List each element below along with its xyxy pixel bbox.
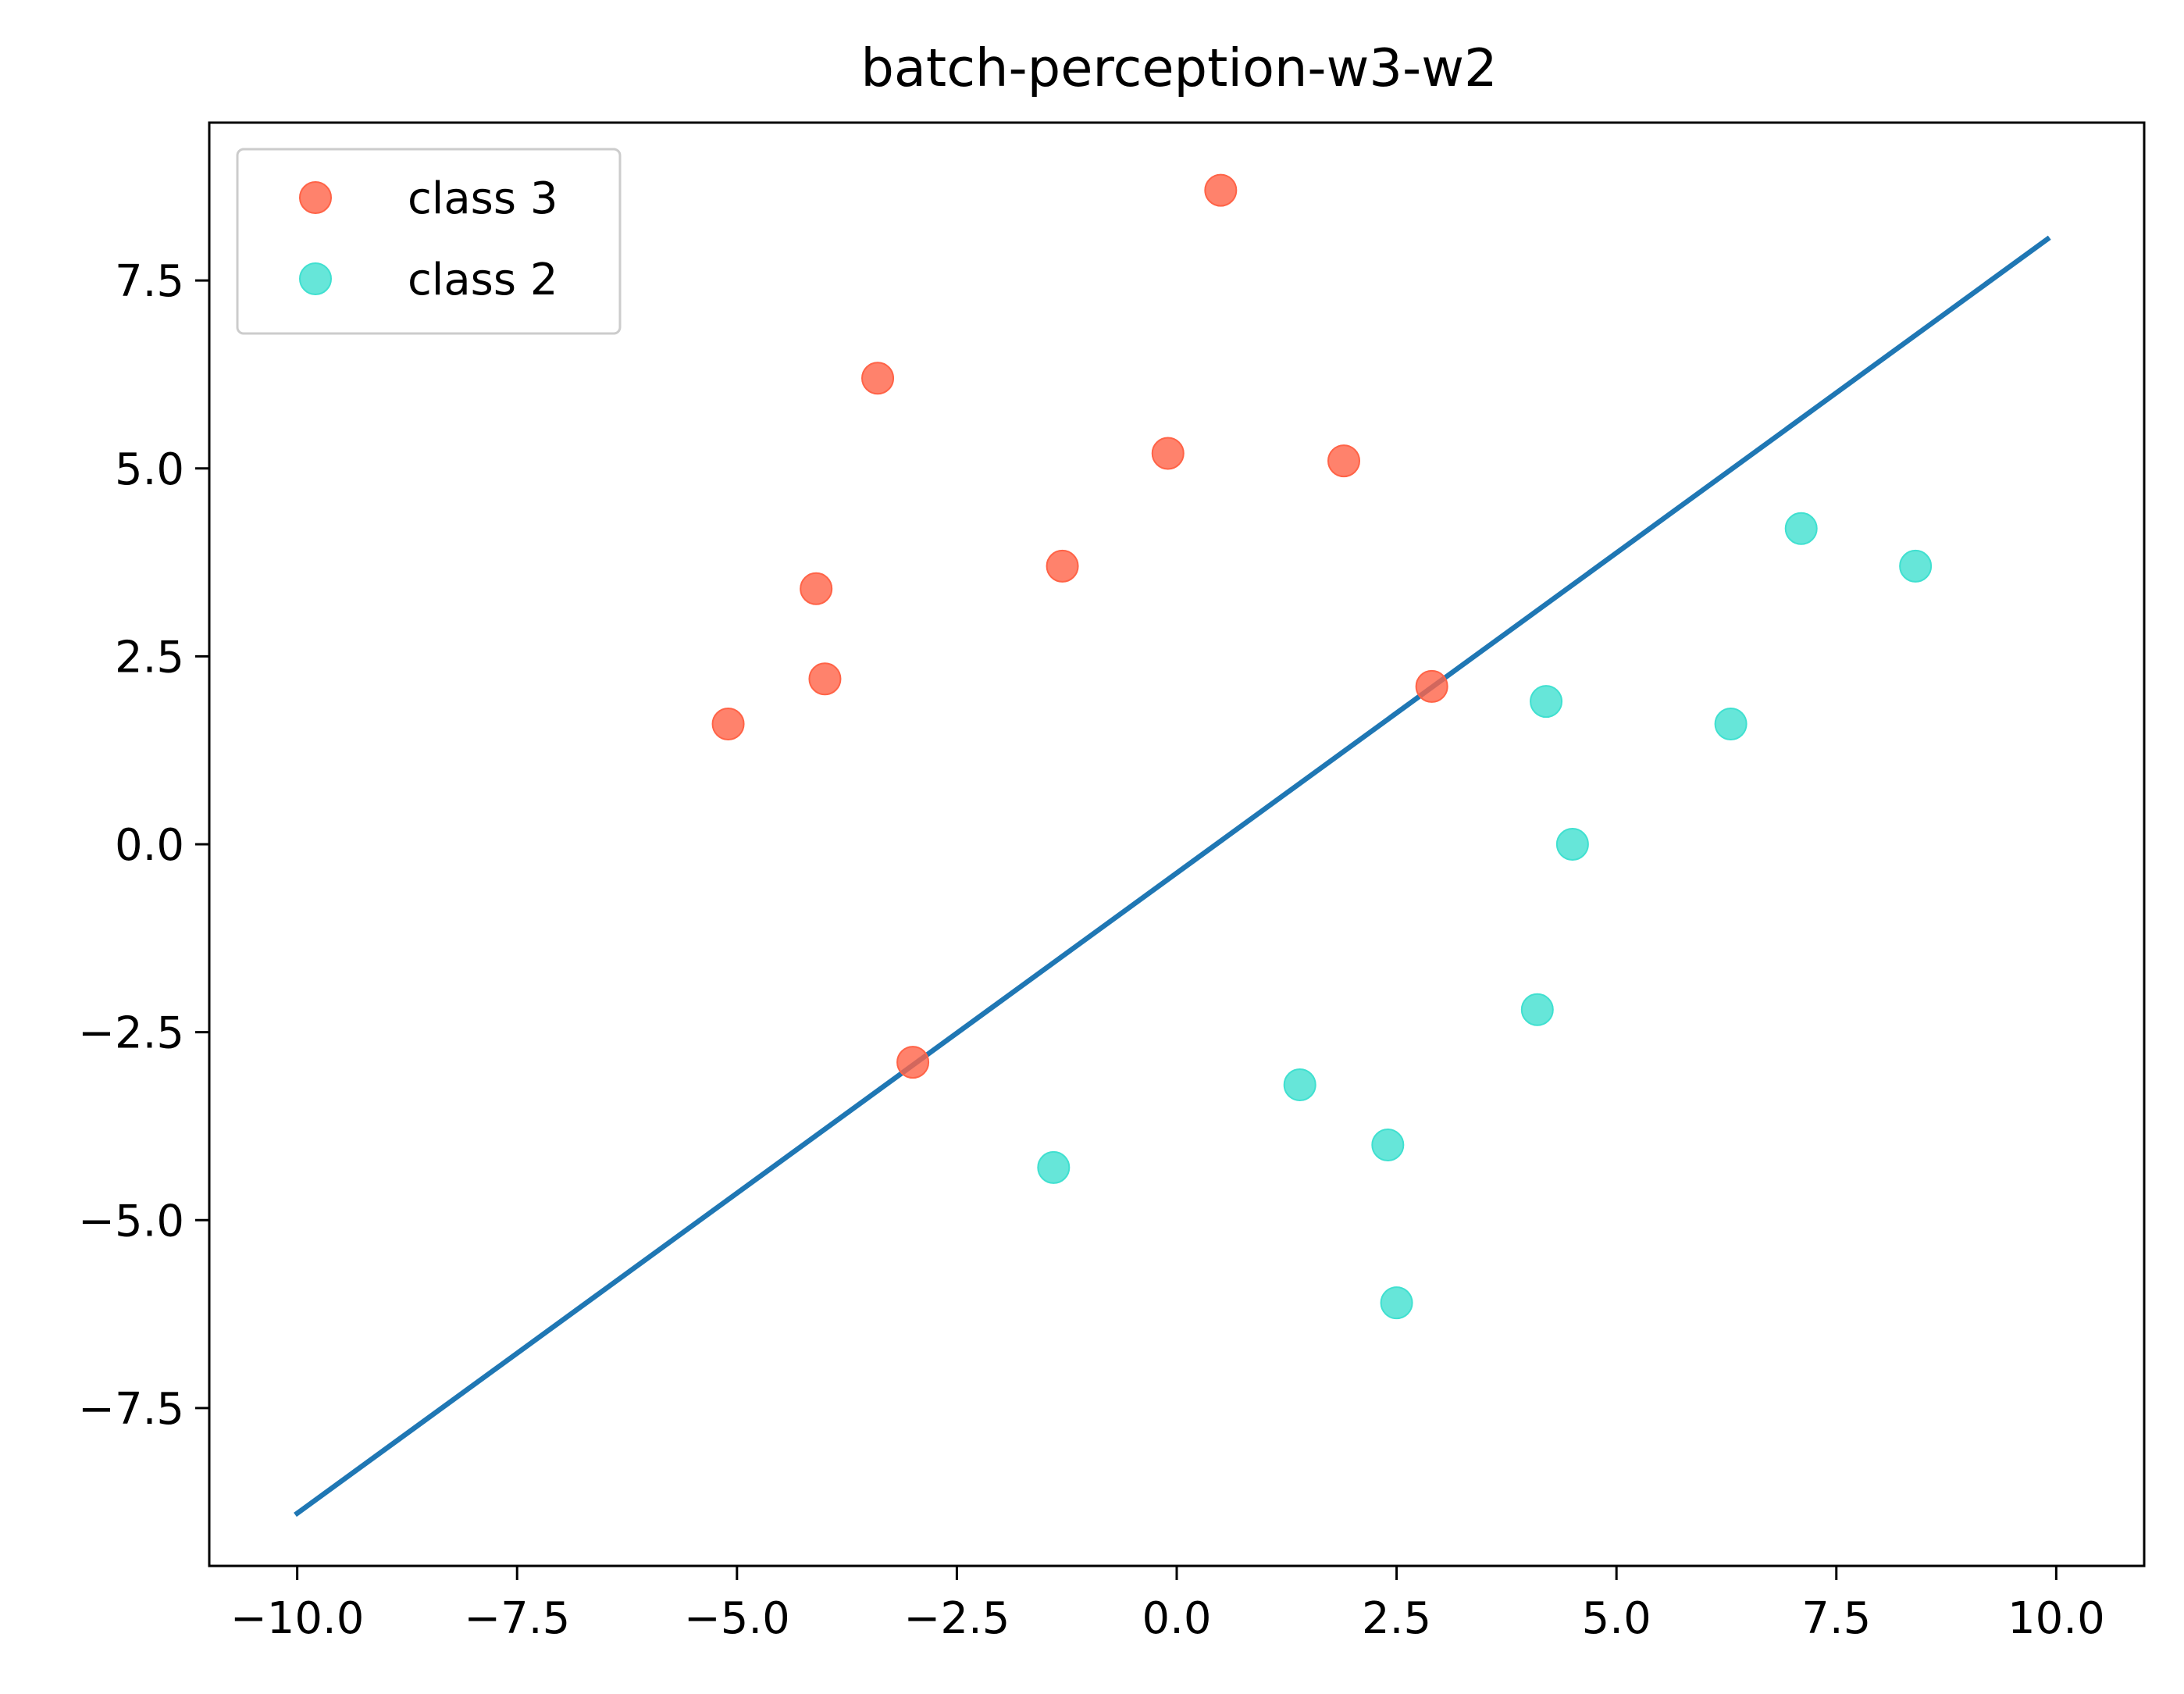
class-3-point-3 bbox=[1151, 437, 1185, 470]
legend-label-class-2: class 2 bbox=[408, 255, 558, 305]
x-tick-label: 2.5 bbox=[1362, 1593, 1431, 1644]
class-2-point-5 bbox=[1555, 828, 1589, 861]
y-tick-label: −2.5 bbox=[78, 1008, 184, 1059]
class-2-point-6 bbox=[1520, 993, 1554, 1026]
y-tick-label: −5.0 bbox=[78, 1196, 184, 1246]
x-tick-label: −7.5 bbox=[464, 1593, 570, 1644]
class-3-point-8 bbox=[711, 708, 745, 740]
x-axis: −10.0 −7.5 −5.0 −2.5 0.0 2.5 5.0 7.5 10.0 bbox=[230, 1566, 2105, 1644]
legend-box bbox=[236, 148, 622, 335]
class-3-point-9 bbox=[1415, 669, 1448, 703]
y-axis: −7.5 −5.0 −2.5 0.0 2.5 5.0 7.5 bbox=[78, 256, 209, 1435]
plot-frame-layer bbox=[208, 121, 2146, 1567]
class-3-point-7 bbox=[808, 662, 842, 696]
y-tick-label: 2.5 bbox=[115, 632, 184, 683]
class-2-point-1 bbox=[1784, 512, 1818, 545]
plot-background bbox=[209, 123, 2144, 1566]
class-2-point-7 bbox=[1283, 1068, 1316, 1101]
plot-frame bbox=[208, 121, 2146, 1567]
class-2-point-4 bbox=[1714, 708, 1748, 740]
decision-boundary-layer bbox=[294, 235, 2051, 1517]
y-tick-label: 0.0 bbox=[115, 820, 184, 871]
x-tick-label: 10.0 bbox=[2008, 1593, 2105, 1644]
x-tick-label: 5.0 bbox=[1582, 1593, 1651, 1644]
legend-label-class-3: class 3 bbox=[408, 173, 558, 224]
class-3-point-5 bbox=[800, 572, 833, 605]
class-2-point-8 bbox=[1371, 1129, 1405, 1161]
y-tick-label: 7.5 bbox=[115, 256, 184, 307]
class-3-point-10 bbox=[896, 1046, 930, 1079]
x-tick-label: −2.5 bbox=[903, 1593, 1010, 1644]
decision-boundary-line bbox=[294, 235, 2051, 1517]
class-2-point-3 bbox=[1530, 685, 1563, 719]
class-3-point-4 bbox=[1327, 444, 1361, 478]
points-layer bbox=[711, 173, 1933, 1320]
chart-title: batch-perception-w3-w2 bbox=[860, 37, 1497, 98]
x-tick-label: −10.0 bbox=[230, 1593, 365, 1644]
y-tick-label: −7.5 bbox=[78, 1384, 184, 1435]
x-tick-label: 0.0 bbox=[1142, 1593, 1211, 1644]
x-tick-label: 7.5 bbox=[1801, 1593, 1871, 1644]
legend: class 3 class 2 bbox=[236, 148, 622, 335]
legend-marker-class-2 bbox=[299, 262, 332, 295]
class-3-point-2 bbox=[861, 362, 895, 395]
class-2-point-9 bbox=[1037, 1150, 1071, 1184]
class-2-point-2 bbox=[1899, 549, 1933, 583]
y-tick-label: 5.0 bbox=[115, 444, 184, 495]
x-tick-label: −5.0 bbox=[684, 1593, 790, 1644]
class-2-point-10 bbox=[1380, 1286, 1413, 1320]
class-3-point-1 bbox=[1204, 173, 1238, 207]
class-3-point-6 bbox=[1046, 549, 1079, 583]
legend-marker-class-3 bbox=[299, 181, 332, 214]
plot-area bbox=[209, 123, 2144, 1566]
